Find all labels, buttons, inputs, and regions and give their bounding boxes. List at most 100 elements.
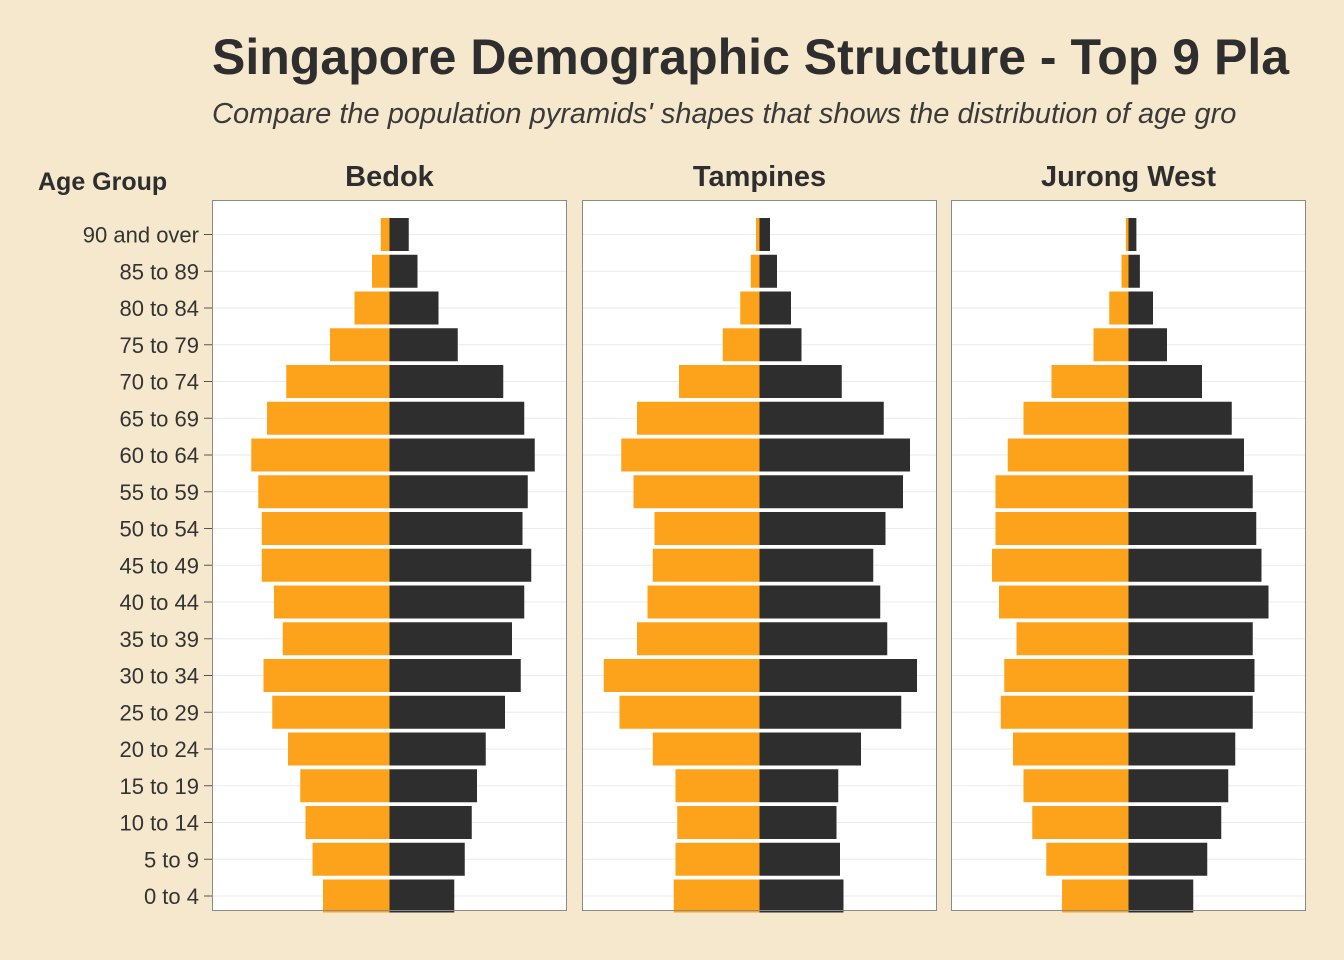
bar-right bbox=[389, 622, 512, 656]
bar-right bbox=[759, 732, 861, 766]
bar-right bbox=[759, 695, 902, 729]
bar-left bbox=[1004, 659, 1129, 692]
bar-right bbox=[1128, 401, 1232, 435]
bar-right bbox=[389, 806, 472, 839]
y-tick-label: 0 to 4 bbox=[144, 884, 199, 909]
bar-left bbox=[354, 291, 390, 325]
bar-right bbox=[759, 475, 903, 509]
bar-right bbox=[1128, 879, 1194, 913]
y-tick-label: 80 to 84 bbox=[119, 296, 199, 321]
bar-right bbox=[1128, 585, 1269, 619]
bar-left bbox=[647, 585, 760, 619]
bar-right bbox=[389, 659, 521, 692]
chart-subtitle: Compare the population pyramids' shapes … bbox=[212, 98, 1237, 130]
bar-left bbox=[677, 806, 760, 839]
bar-right bbox=[759, 842, 840, 876]
bar-right bbox=[759, 659, 917, 692]
bar-left bbox=[1046, 842, 1129, 876]
bar-left bbox=[323, 879, 390, 913]
bar-right bbox=[1128, 622, 1253, 656]
bar-left bbox=[282, 622, 390, 656]
bar-right bbox=[389, 879, 455, 913]
chart-title: Singapore Demographic Structure - Top 9 … bbox=[212, 29, 1290, 85]
bar-right bbox=[1128, 291, 1153, 325]
bar-left bbox=[261, 512, 390, 545]
bar-right bbox=[389, 401, 525, 435]
bar-left bbox=[263, 659, 390, 692]
facet-border bbox=[212, 200, 567, 911]
bar-right bbox=[759, 365, 842, 398]
bar-right bbox=[759, 548, 874, 582]
bar-right bbox=[1128, 365, 1202, 398]
bar-left bbox=[380, 218, 390, 251]
bar-right bbox=[1128, 328, 1167, 362]
bar-left bbox=[654, 512, 760, 545]
bar-left bbox=[1051, 365, 1129, 398]
bar-left bbox=[652, 548, 760, 582]
facet-border bbox=[582, 200, 937, 911]
bar-left bbox=[274, 585, 390, 619]
bar-left bbox=[288, 732, 390, 766]
bar-right bbox=[1128, 548, 1262, 582]
bar-right bbox=[759, 512, 886, 545]
bar-right bbox=[389, 548, 532, 582]
bar-left bbox=[1013, 732, 1129, 766]
bar-left bbox=[637, 622, 760, 656]
bar-left bbox=[1007, 438, 1129, 472]
bar-left bbox=[1016, 622, 1129, 656]
bar-left bbox=[1125, 218, 1129, 251]
bar-right bbox=[759, 769, 839, 803]
bar-right bbox=[759, 291, 791, 325]
bar-left bbox=[261, 548, 390, 582]
bar-left bbox=[1109, 291, 1129, 325]
y-tick-label: 90 and over bbox=[83, 223, 199, 248]
bar-right bbox=[1128, 659, 1255, 692]
bar-right bbox=[759, 401, 884, 435]
bar-right bbox=[389, 769, 477, 803]
bar-right bbox=[1128, 732, 1236, 766]
y-tick-label: 45 to 49 bbox=[119, 553, 199, 578]
bar-right bbox=[389, 475, 528, 509]
bar-left bbox=[740, 291, 760, 325]
bar-left bbox=[679, 365, 760, 398]
bar-right bbox=[389, 695, 505, 729]
bar-left bbox=[1062, 879, 1129, 913]
bar-right bbox=[1128, 475, 1253, 509]
bar-right bbox=[759, 879, 844, 913]
bar-right bbox=[389, 842, 465, 876]
bar-right bbox=[1128, 769, 1229, 803]
bar-left bbox=[300, 769, 390, 803]
bar-left bbox=[633, 475, 760, 509]
y-tick-label: 5 to 9 bbox=[144, 847, 199, 872]
bar-right bbox=[1128, 218, 1137, 251]
bar-left bbox=[267, 401, 390, 435]
bar-left bbox=[1023, 769, 1129, 803]
bar-left bbox=[995, 475, 1129, 509]
bar-left bbox=[1093, 328, 1129, 362]
bar-left bbox=[673, 879, 760, 913]
bar-right bbox=[1128, 254, 1140, 288]
y-axis-title: Age Group bbox=[38, 168, 168, 196]
y-tick-label: 50 to 54 bbox=[119, 517, 199, 542]
bar-right bbox=[389, 328, 458, 362]
bar-left bbox=[750, 254, 760, 288]
bar-right bbox=[389, 732, 486, 766]
bar-left bbox=[637, 401, 760, 435]
bar-right bbox=[389, 512, 523, 545]
bar-left bbox=[286, 365, 390, 398]
y-tick-label: 75 to 79 bbox=[119, 333, 199, 358]
y-tick-label: 40 to 44 bbox=[119, 590, 199, 615]
bar-left bbox=[272, 695, 390, 729]
facet-border bbox=[951, 200, 1306, 911]
y-tick-label: 30 to 34 bbox=[119, 664, 199, 689]
y-tick-label: 15 to 19 bbox=[119, 774, 199, 799]
bar-right bbox=[1128, 842, 1208, 876]
bar-right bbox=[1128, 438, 1244, 472]
bar-left bbox=[251, 438, 390, 472]
facet-title: Jurong West bbox=[1041, 161, 1216, 193]
bar-right bbox=[389, 585, 525, 619]
bar-left bbox=[652, 732, 760, 766]
y-tick-label: 85 to 89 bbox=[119, 259, 199, 284]
bar-left bbox=[1032, 806, 1129, 839]
